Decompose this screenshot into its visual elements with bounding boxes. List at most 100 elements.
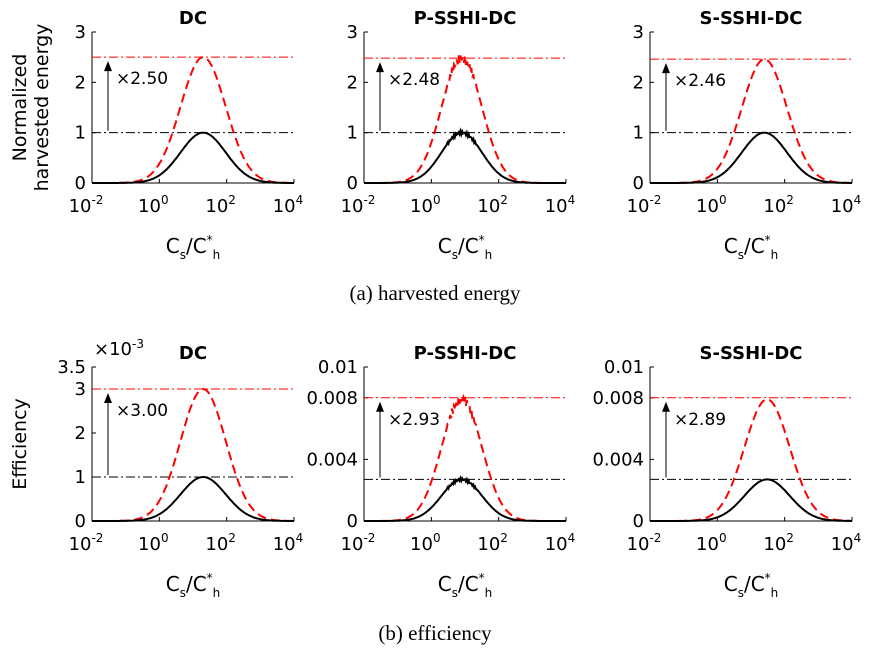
x-tick-label: 100 [138,193,169,217]
y-tick-label: 1 [75,123,86,144]
x-tick-label: 10-2 [627,531,662,555]
x-tick-label: 10-2 [627,193,662,217]
y-tick-label: 0.008 [592,388,644,409]
x-tick-exponent: 0 [433,193,441,207]
y-tick-label: 2 [347,72,358,93]
annotation-label: ×2.50 [116,69,168,89]
x-tick-label: 104 [831,531,862,555]
x-tick-label: 10-2 [341,531,376,555]
x-tick-label: 100 [696,531,727,555]
annotation-arrow-head [662,401,670,412]
x-axis-label: Cs/C*h [438,233,493,262]
x-tick-label: 10-2 [69,193,104,217]
y-tick-label: 0.01 [604,357,644,378]
chart-title: P-SSHI-DC [414,8,517,29]
y-tick-label: 2 [633,72,644,93]
y-tick-label: 0 [75,173,86,194]
y-tick-label: 1 [347,123,358,144]
x-tick-exponent: 0 [433,531,441,545]
annotation-label: ×2.93 [388,410,440,430]
x-axis-label-part: h [213,248,221,262]
x-axis-label-part: /C [186,234,207,258]
x-tick-exponent: 0 [719,193,727,207]
x-axis-label: Cs/C*h [724,233,779,262]
y-axis-label: Normalized [9,54,31,162]
x-tick-label: 100 [410,531,441,555]
annotation-label: ×2.89 [674,410,726,430]
x-tick-exponent: 2 [500,531,508,545]
y-tick-label: 3 [75,379,86,400]
y-tick-label: 0 [347,173,358,194]
y-tick-label: 3.5 [57,357,86,378]
x-tick-exponent: 4 [854,531,862,545]
x-axis-label-part: * [207,233,213,247]
x-axis-label-part: /C [458,234,479,258]
x-tick-label: 102 [205,531,236,555]
chart-panel-3: 0 1 2 3 10-2 100 102 104 Cs/C*h S-SSHI-DC ×2.46 [627,8,862,262]
x-axis-label-part: C [166,572,180,596]
x-tick-label: 100 [138,531,169,555]
series-black-solid [650,478,852,522]
annotation-arrow-head [376,62,384,73]
x-tick-exponent: 2 [786,531,794,545]
chart-title: DC [179,8,207,29]
x-tick-exponent: 4 [854,193,862,207]
x-tick-exponent: 0 [719,531,727,545]
chart-panel-2: 0 1 2 3 10-2 100 102 104 Cs/C*h P-SSHI-DC ×2.48 [341,8,576,262]
y-exponent-label: ×10-3 [94,337,144,360]
x-axis-label-part: s [738,248,744,262]
y-tick-label: 0 [633,511,644,532]
series-black-solid [364,127,566,184]
x-tick-exponent: 2 [228,531,236,545]
annotation-label: ×3.00 [116,401,168,421]
y-tick-label: 3 [75,22,86,43]
x-tick-label: 102 [205,193,236,217]
chart-panel-6: 0 0.004 0.008 0.01 10-2 100 102 104 Cs/C*h S-SSHI… [592,343,861,600]
x-tick-exponent: -2 [363,193,375,207]
y-axis-label: harvested energy [31,24,53,192]
x-tick-label: 104 [545,193,576,217]
x-tick-exponent: -2 [91,531,103,545]
x-axis-label-part: s [452,586,458,600]
x-axis-label-part: s [452,248,458,262]
x-axis-label-part: h [213,586,221,600]
x-tick-exponent: 2 [786,193,794,207]
x-tick-exponent: 4 [568,531,576,545]
series-black-solid [92,131,294,184]
y-axis-label: Efficiency [9,398,31,490]
annotation-arrow-head [376,401,384,412]
x-axis-label-part: h [485,248,493,262]
chart-panel-5: 0 0.004 0.008 0.01 10-2 100 102 104 Cs/C*h P-SSHI… [306,343,575,600]
y-tick-label: 3 [347,22,358,43]
y-tick-label: 0.004 [592,449,644,470]
x-tick-label: 104 [831,193,862,217]
y-tick-label: 1 [75,467,86,488]
x-tick-label: 100 [696,193,727,217]
x-axis-label-part: C [438,572,452,596]
y-tick-label: 2 [75,72,86,93]
chart-title: S-SSHI-DC [700,8,803,29]
x-axis-label-part: * [765,233,771,247]
x-tick-exponent: -2 [363,531,375,545]
x-tick-label: 10-2 [69,531,104,555]
series-black-solid [650,131,852,184]
x-axis-label-part: /C [186,572,207,596]
x-axis-label-part: h [771,248,779,262]
y-tick-label: 0 [347,511,358,532]
x-tick-label: 104 [273,531,304,555]
x-axis-label: Cs/C*h [166,571,221,600]
y-tick-label: 0.004 [306,449,358,470]
x-tick-label: 104 [273,193,304,217]
x-axis-label-part: * [479,233,485,247]
x-tick-label: 102 [477,193,508,217]
x-tick-exponent: 4 [296,193,304,207]
x-axis-label-part: h [771,586,779,600]
x-tick-exponent: 4 [296,531,304,545]
y-exponent-power: -3 [132,337,144,351]
chart-title: DC [179,343,207,364]
y-tick-label: 3 [633,22,644,43]
annotation-arrow-head [662,63,670,74]
x-tick-exponent: -2 [649,193,661,207]
y-tick-label: 0 [75,511,86,532]
